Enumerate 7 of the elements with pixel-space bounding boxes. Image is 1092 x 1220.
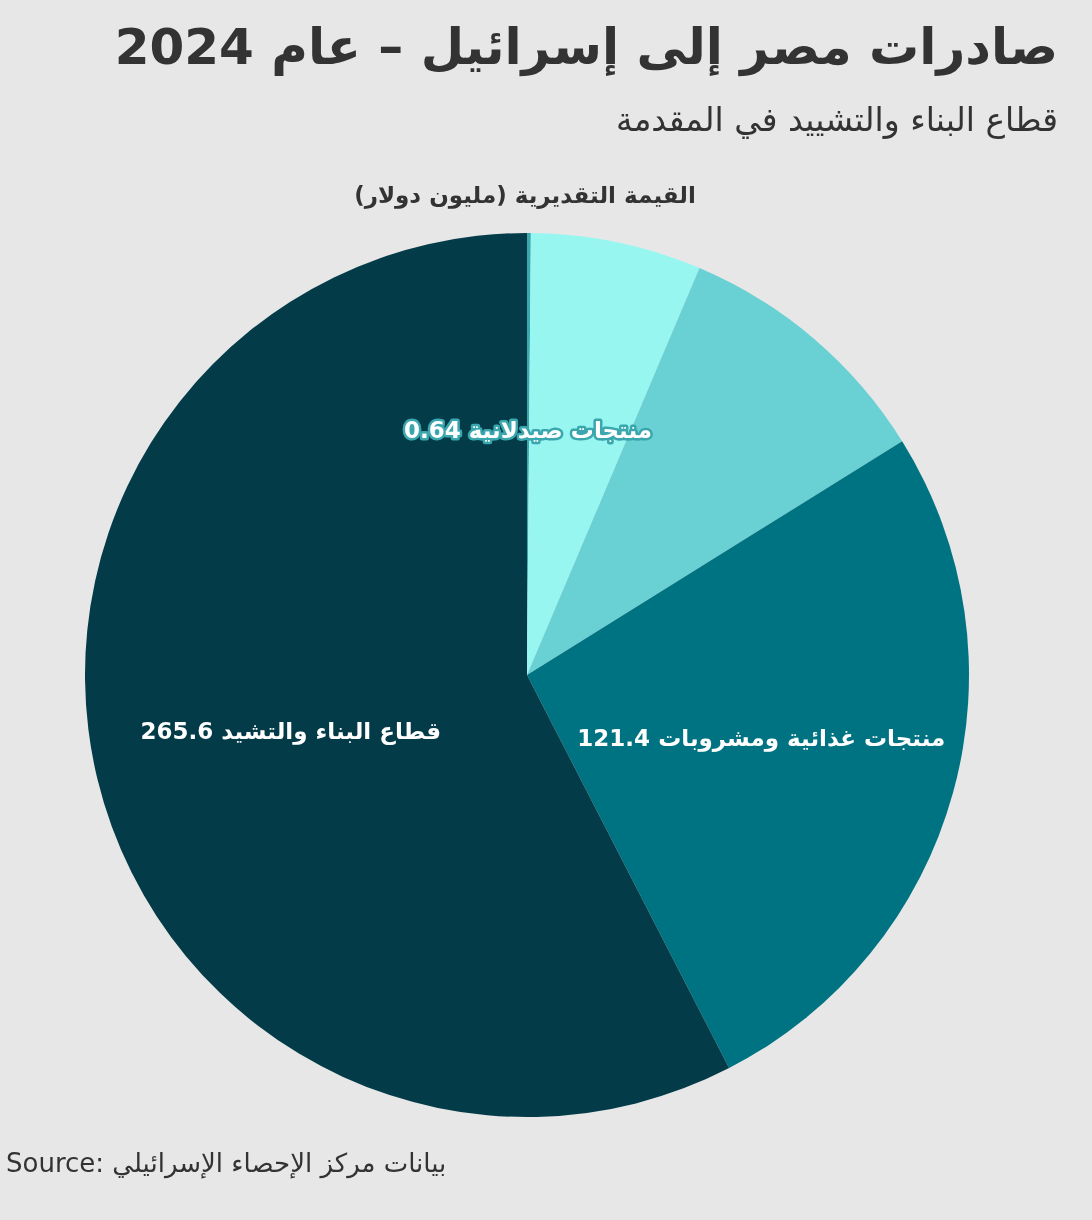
chart-subtitle: قطاع البناء والتشييد في المقدمة (615, 100, 1058, 139)
text: القيمة التقديرية (مليون دولار) (353, 182, 697, 208)
slice-label: منتجات غذائية ومشروبات 121.4 (577, 725, 946, 753)
chart-title: صادرات مصر إلى إسرائيل – عام 2024 (114, 18, 1058, 76)
pie-slice (527, 441, 969, 1069)
source-note: Source: بيانات مركز الإحصاء الإسرائيلي (6, 1148, 447, 1178)
slice-label: قطاع البناء والتشيد 265.6 (140, 717, 442, 745)
